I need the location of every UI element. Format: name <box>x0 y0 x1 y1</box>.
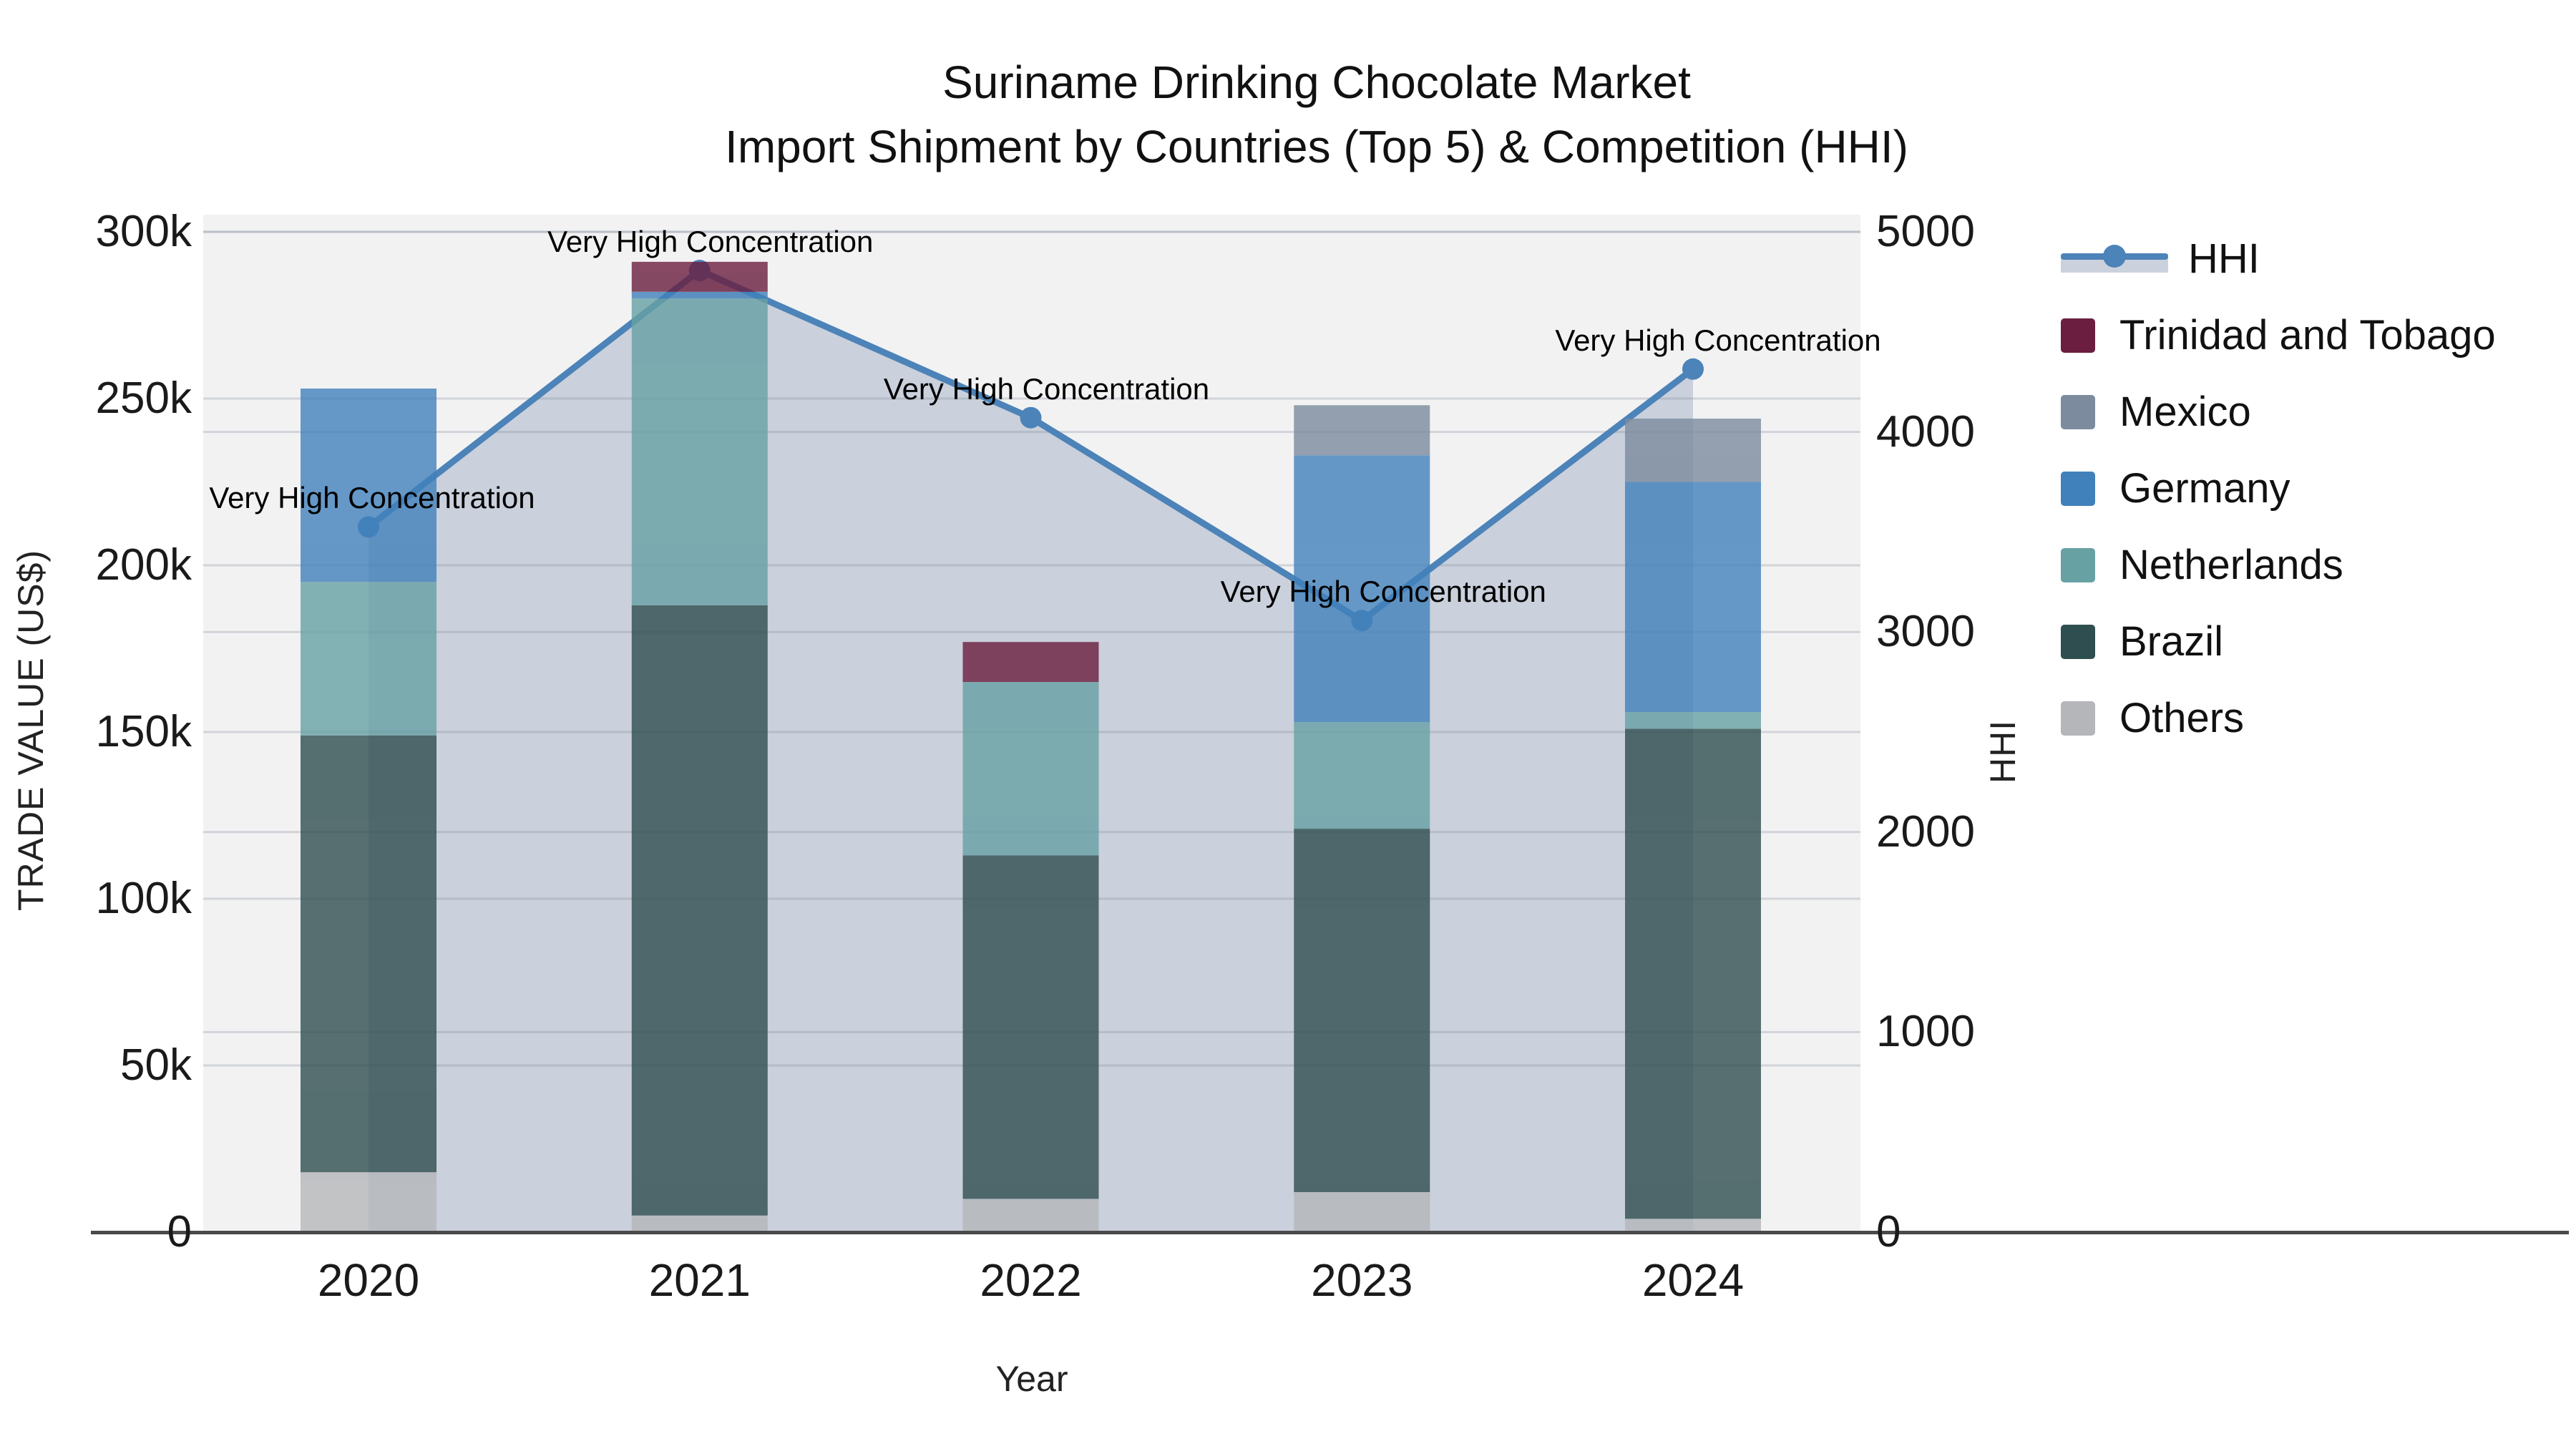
y-left-tick-0: 0 <box>167 1207 192 1257</box>
y-axis-left-title: TRADE VALUE (US$) <box>11 549 51 911</box>
x-axis-line <box>91 1231 2569 1234</box>
hhi-marker-2022[interactable] <box>1020 406 1042 429</box>
legend-item-mexico[interactable]: Mexico <box>2061 388 2496 436</box>
legend-swatch-mexico <box>2061 394 2095 429</box>
legend-swatch-germany <box>2061 471 2095 506</box>
x-tick-2021: 2021 <box>648 1254 751 1306</box>
y-left-tick-250k: 250k <box>95 374 192 423</box>
bar-segment-others-2022[interactable] <box>962 1199 1099 1232</box>
legend-swatch-trinidad-and-tobago <box>2061 318 2095 353</box>
x-tick-2024: 2024 <box>1641 1254 1745 1306</box>
bar-segment-brazil-2020[interactable] <box>301 735 436 1173</box>
bar-segment-brazil-2022[interactable] <box>962 855 1099 1199</box>
y-left-tick-200k: 200k <box>95 540 192 590</box>
bar-segment-netherlands-2024[interactable] <box>1625 712 1761 729</box>
annotation-2021: Very High Concentration <box>547 224 874 258</box>
x-axis-title: Year <box>995 1359 1068 1399</box>
legend-item-hhi[interactable]: HHI <box>2061 235 2496 283</box>
bar-segment-germany-2020[interactable] <box>301 389 436 582</box>
legend-swatch-others <box>2061 701 2095 736</box>
bar-segment-others-2021[interactable] <box>631 1215 768 1232</box>
legend-item-germany[interactable]: Germany <box>2061 464 2496 512</box>
legend-item-netherlands[interactable]: Netherlands <box>2061 541 2496 589</box>
y-right-tick-2000: 2000 <box>1876 806 1975 857</box>
bar-segment-mexico-2023[interactable] <box>1294 405 1430 456</box>
bar-segment-netherlands-2023[interactable] <box>1294 722 1430 829</box>
y-right-tick-0: 0 <box>1876 1207 1901 1257</box>
bar-segment-netherlands-2021[interactable] <box>631 298 768 605</box>
legend-label-hhi: HHI <box>2188 235 2260 282</box>
bar-segment-mexico-2024[interactable] <box>1625 419 1761 482</box>
bar-segment-trinidad-and-tobago-2022[interactable] <box>962 642 1099 683</box>
chart-canvas <box>203 215 1860 1234</box>
bar-segment-others-2024[interactable] <box>1625 1219 1761 1232</box>
bar-segment-netherlands-2020[interactable] <box>301 582 436 736</box>
y-left-tick-100k: 100k <box>95 874 192 923</box>
legend-label-brazil: Brazil <box>2119 618 2224 665</box>
legend-label-trinidad-and-tobago: Trinidad and Tobago <box>2119 312 2496 358</box>
bar-segment-germany-2023[interactable] <box>1294 455 1430 722</box>
bar-segment-brazil-2024[interactable] <box>1625 728 1761 1219</box>
legend-item-brazil[interactable]: Brazil <box>2061 618 2496 665</box>
hhi-marker-2024[interactable] <box>1682 358 1704 380</box>
legend-label-germany: Germany <box>2119 465 2290 512</box>
legend-swatch-brazil <box>2061 624 2095 659</box>
x-tick-2020: 2020 <box>317 1254 420 1306</box>
bar-segment-brazil-2023[interactable] <box>1294 829 1430 1192</box>
hhi-marker-swatch <box>2103 244 2126 268</box>
y-left-tick-150k: 150k <box>95 707 192 756</box>
bars-layer <box>301 261 1761 1232</box>
legend-label-netherlands: Netherlands <box>2119 542 2343 588</box>
legend-label-mexico: Mexico <box>2119 389 2251 435</box>
legend-item-others[interactable]: Others <box>2061 694 2496 742</box>
bar-segment-trinidad-and-tobago-2021[interactable] <box>631 261 768 292</box>
y-right-tick-1000: 1000 <box>1876 1007 1975 1057</box>
legend-item-trinidad-and-tobago[interactable]: Trinidad and Tobago <box>2061 311 2496 359</box>
bar-segment-others-2023[interactable] <box>1294 1192 1430 1232</box>
y-right-tick-4000: 4000 <box>1876 406 1975 457</box>
x-tick-2023: 2023 <box>1311 1254 1413 1306</box>
bar-segment-netherlands-2022[interactable] <box>962 682 1099 856</box>
legend: HHI Trinidad and Tobago Mexico Germany Nethe… <box>2061 235 2496 771</box>
y-left-tick-300k: 300k <box>95 207 192 256</box>
bar-segment-brazil-2021[interactable] <box>631 605 768 1216</box>
y-left-tick-50k: 50k <box>120 1040 192 1090</box>
annotation-2022: Very High Concentration <box>883 371 1210 406</box>
legend-label-others: Others <box>2119 695 2245 741</box>
x-tick-2022: 2022 <box>980 1254 1082 1306</box>
bar-segment-others-2020[interactable] <box>301 1172 436 1232</box>
y-right-tick-5000: 5000 <box>1876 207 1975 256</box>
plot-area <box>203 215 1860 1234</box>
chart-title-line1: Suriname Drinking Chocolate Market <box>942 57 1691 108</box>
legend-swatch-netherlands <box>2061 547 2095 582</box>
annotation-2020: Very High Concentration <box>209 481 535 515</box>
y-axis-right-title: HHI <box>1983 719 2023 784</box>
bar-segment-germany-2024[interactable] <box>1625 482 1761 713</box>
bar-segment-germany-2021[interactable] <box>631 291 768 299</box>
annotation-2023: Very High Concentration <box>1220 575 1546 609</box>
chart-title-line2: Import Shipment by Countries (Top 5) & C… <box>725 121 1908 172</box>
hhi-line-legend-sample <box>2061 241 2168 277</box>
annotation-2024: Very High Concentration <box>1555 323 1881 357</box>
y-right-tick-3000: 3000 <box>1876 607 1975 657</box>
